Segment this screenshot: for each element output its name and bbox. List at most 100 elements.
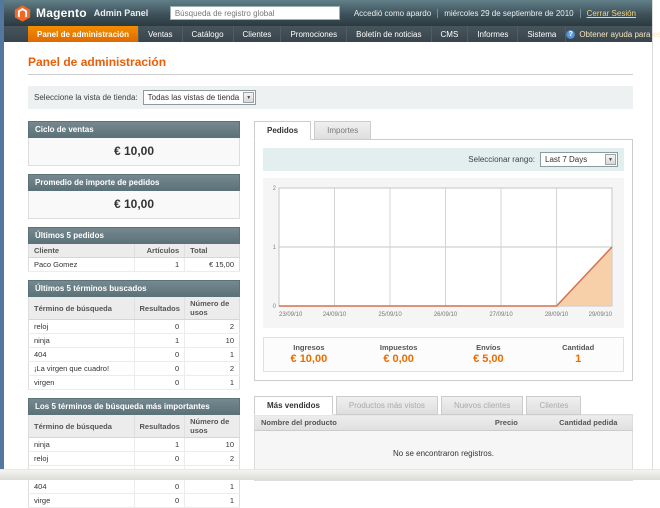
last-orders-table: Cliente Artículos Total Paco Gomez 1 € 1… xyxy=(28,244,240,272)
main-nav: Panel de administración Ventas Catálogo … xyxy=(4,26,660,42)
column-header: Número de usos xyxy=(184,415,240,438)
table-row[interactable]: 404 0 1 xyxy=(28,479,240,494)
table-row[interactable]: reloj 0 2 xyxy=(28,451,240,466)
svg-text:29/09/10: 29/09/10 xyxy=(589,312,613,318)
top-search-terms-table: Término de búsqueda Resultados Número de… xyxy=(28,415,240,508)
tab-most-viewed[interactable]: Productos más vistos xyxy=(335,396,438,415)
chart-tabs: Pedidos Importes xyxy=(254,121,633,140)
nav-item-newsletter[interactable]: Boletín de noticias xyxy=(347,26,432,42)
header-bar: Magento Admin Panel Accedió como apardo … xyxy=(4,0,652,26)
divider xyxy=(437,8,439,18)
svg-text:27/09/10: 27/09/10 xyxy=(489,312,513,318)
column-header: Número de usos xyxy=(184,297,240,320)
table-row[interactable]: reloj 0 2 xyxy=(28,319,240,334)
card-title: Los 5 términos de búsqueda más important… xyxy=(28,398,240,415)
stat-revenue: Ingresos € 10,00 xyxy=(290,343,328,365)
nav-item-promotions[interactable]: Promociones xyxy=(281,26,348,42)
store-view-label: Seleccione la vista de tienda: xyxy=(34,93,138,102)
lifetime-sales-value: € 10,00 xyxy=(28,138,240,166)
table-row[interactable]: Paco Gomez 1 € 15,00 xyxy=(28,257,240,272)
orders-panel: Seleccionar rango: Last 7 Days ▼ 0 1 2 23/0… xyxy=(254,139,633,381)
brand-logo: Magento Admin Panel xyxy=(14,4,149,22)
nav-item-catalog[interactable]: Catálogo xyxy=(183,26,234,42)
nav-item-customers[interactable]: Clientes xyxy=(234,26,282,42)
svg-text:25/09/10: 25/09/10 xyxy=(378,312,402,318)
tab-new-customers[interactable]: Nuevos clientes xyxy=(440,396,524,415)
last-search-terms-card: Últimos 5 términos buscados Término de b… xyxy=(28,280,240,390)
window-bottom-border xyxy=(0,469,660,480)
column-header: Nombre del producto xyxy=(254,414,489,431)
dashboard-left-column: Ciclo de ventas € 10,00 Promedio de impo… xyxy=(28,121,240,508)
logout-link[interactable]: Cerrar Sesión xyxy=(586,8,636,18)
nav-item-reports[interactable]: Informes xyxy=(468,26,519,42)
brand-suffix: Admin Panel xyxy=(93,8,149,18)
nav-item-sales[interactable]: Ventas xyxy=(139,26,183,42)
svg-text:23/09/10: 23/09/10 xyxy=(279,312,303,318)
range-select[interactable]: Last 7 Days ▼ xyxy=(540,152,618,167)
logged-in-as: Accedió como apardo xyxy=(353,8,432,18)
svg-text:1: 1 xyxy=(273,245,277,251)
global-search-input[interactable] xyxy=(169,6,340,20)
column-header: Artículos xyxy=(133,244,185,258)
current-date: miércoles 29 de septiembre de 2010 xyxy=(444,8,574,18)
stat-tax: Impuestos € 0,00 xyxy=(379,343,418,365)
table-row[interactable]: 404 0 1 xyxy=(28,347,240,362)
tab-bestsellers[interactable]: Más vendidos xyxy=(254,396,333,415)
average-orders-value: € 10,00 xyxy=(28,191,240,219)
column-header: Cliente xyxy=(28,244,134,258)
column-header: Total xyxy=(184,244,240,258)
store-view-switcher: Seleccione la vista de tienda: Todas las… xyxy=(28,86,633,109)
table-row[interactable]: ninja 1 10 xyxy=(28,437,240,452)
stat-quantity: Cantidad 1 xyxy=(562,343,595,365)
svg-text:0: 0 xyxy=(273,304,277,310)
products-tabs: Más vendidos Productos más vistos Nuevos… xyxy=(254,396,633,415)
card-title: Últimos 5 términos buscados xyxy=(28,280,240,297)
session-info: Accedió como apardo miércoles 29 de sept… xyxy=(348,8,642,18)
orders-chart-wrap: 0 1 2 23/09/10 24/09/10 25/09/10 26/09/10 27/09… xyxy=(263,178,624,328)
chevron-down-icon: ▼ xyxy=(605,154,616,165)
nav-item-system[interactable]: Sistema xyxy=(518,26,567,42)
table-row[interactable]: ninja 1 10 xyxy=(28,333,240,348)
column-header: Resultados xyxy=(133,297,185,320)
range-selector-band: Seleccionar rango: Last 7 Days ▼ xyxy=(263,148,624,171)
magento-logo-icon xyxy=(14,4,31,22)
svg-text:24/09/10: 24/09/10 xyxy=(323,312,347,318)
column-header: Resultados xyxy=(133,415,185,438)
column-header: Precio xyxy=(488,414,554,431)
window-left-border xyxy=(0,0,4,480)
help-label: Obtener ayuda para esta página xyxy=(579,29,660,39)
get-help-link[interactable]: ? Obtener ayuda para esta página xyxy=(566,26,660,42)
card-title: Promedio de importe de pedidos xyxy=(28,174,240,191)
help-icon: ? xyxy=(566,29,576,39)
divider xyxy=(579,8,581,18)
tab-customers[interactable]: Clientes xyxy=(526,396,582,415)
last-orders-card: Últimos 5 pedidos Cliente Artículos Tota… xyxy=(28,227,240,272)
totals-band: Ingresos € 10,00 Impuestos € 0,00 Envíos… xyxy=(263,337,624,372)
top-search-terms-card: Los 5 términos de búsqueda más important… xyxy=(28,398,240,508)
store-view-select[interactable]: Todas las vistas de tienda ▼ xyxy=(142,90,257,105)
tab-orders[interactable]: Pedidos xyxy=(254,121,312,140)
page-title: Panel de administración xyxy=(28,55,633,75)
range-label: Seleccionar rango: xyxy=(468,155,535,164)
tab-amounts[interactable]: Importes xyxy=(314,121,372,140)
column-header: Término de búsqueda xyxy=(28,297,134,320)
average-orders-card: Promedio de importe de pedidos € 10,00 xyxy=(28,174,240,219)
svg-text:26/09/10: 26/09/10 xyxy=(434,312,458,318)
card-title: Ciclo de ventas xyxy=(28,121,240,138)
table-row[interactable]: virge 0 1 xyxy=(28,493,240,508)
column-header: Cantidad pedida xyxy=(553,414,633,431)
lifetime-sales-card: Ciclo de ventas € 10,00 xyxy=(28,121,240,166)
nav-item-dashboard[interactable]: Panel de administración xyxy=(28,26,140,42)
stat-shipping: Envíos € 5,00 xyxy=(473,343,504,365)
card-title: Últimos 5 pedidos xyxy=(28,227,240,244)
last-search-terms-table: Término de búsqueda Resultados Número de… xyxy=(28,297,240,390)
table-row[interactable]: virgen 0 1 xyxy=(28,375,240,390)
table-row[interactable]: ¡La virgen que cuadro! 0 2 xyxy=(28,361,240,376)
column-header: Término de búsqueda xyxy=(28,415,134,438)
magento-admin-page: Magento Admin Panel Accedió como apardo … xyxy=(4,0,660,508)
nav-item-cms[interactable]: CMS xyxy=(432,26,469,42)
svg-text:28/09/10: 28/09/10 xyxy=(545,312,569,318)
chevron-down-icon: ▼ xyxy=(243,92,255,103)
dashboard-main-panel: Pedidos Importes Seleccionar rango: Last… xyxy=(254,121,633,508)
orders-chart: 0 1 2 23/09/10 24/09/10 25/09/10 26/09/10 27/09… xyxy=(273,186,613,318)
